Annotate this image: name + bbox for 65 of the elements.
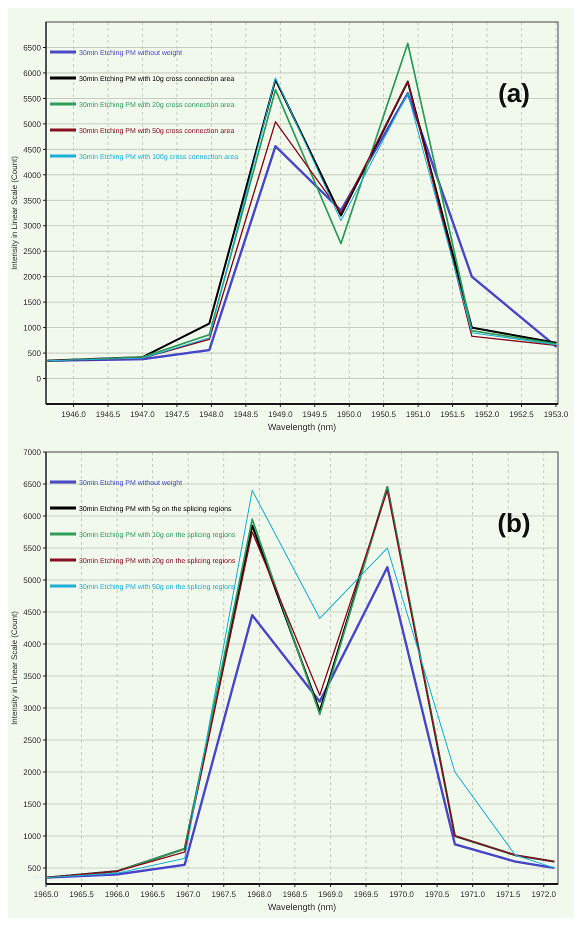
x-axis-title: Wavelength (nm)	[268, 422, 336, 432]
y-tick-label: 4000	[23, 170, 42, 180]
x-tick-label: 1965.5	[69, 890, 94, 899]
x-tick-label: 1948.5	[234, 410, 259, 419]
x-tick-label: 1969.5	[354, 890, 379, 899]
x-tick-label: 1967.5	[212, 890, 237, 899]
y-tick-label: 3000	[23, 222, 42, 231]
y-tick-label: 2500	[23, 247, 42, 256]
x-tick-label: 1967.0	[176, 890, 202, 899]
y-tick-label: 2000	[23, 768, 42, 777]
y-axis-title: Intensity in Linear Scale (Count)	[10, 156, 19, 270]
x-tick-label: 1947.5	[164, 410, 190, 419]
x-tick-label: 1971.0	[460, 890, 486, 899]
x-tick-label: 1966.5	[140, 890, 166, 899]
annotation: (b)	[497, 508, 531, 538]
x-tick-label: 1950.5	[371, 410, 396, 419]
line-series	[44, 566, 556, 879]
x-tick-label: 1970.0	[389, 890, 414, 899]
annotation: (a)	[498, 78, 530, 108]
x-tick-label: 1971.5	[496, 890, 522, 899]
x-tick-label: 1965.0	[34, 890, 59, 899]
y-tick-label: 7000	[23, 448, 42, 457]
x-tick-label: 1972.0	[532, 890, 557, 899]
y-tick-label: 1000	[23, 324, 42, 333]
x-tick-label: 1951.5	[440, 410, 466, 419]
y-tick-label: 3000	[23, 704, 42, 713]
y-tick-label: 2500	[23, 736, 42, 745]
y-tick-label: 5500	[23, 544, 42, 553]
y-tick-label: 500	[28, 864, 42, 873]
x-tick-label: 1951.0	[406, 410, 431, 419]
y-tick-label: 1500	[23, 298, 42, 308]
y-tick-label: 6000	[23, 512, 42, 521]
y-tick-label: 6000	[23, 68, 42, 78]
x-tick-label: 1952.5	[509, 410, 534, 419]
y-tick-label: 0	[36, 374, 42, 384]
y-tick-label: 5000	[23, 576, 42, 585]
y-tick-label: 1500	[23, 800, 42, 809]
y-tick-label: 5000	[23, 120, 42, 129]
x-tick-label: 1968.0	[247, 890, 272, 899]
x-tick-label: 1949.0	[268, 410, 294, 419]
x-axis-title: Wavelength (nm)	[268, 902, 336, 912]
x-tick-label: 1968.5	[282, 890, 308, 899]
x-tick-label: 1947.0	[130, 410, 156, 419]
x-tick-label: 1966.0	[104, 890, 130, 899]
x-tick-label: 1969.0	[318, 890, 344, 899]
x-tick-label: 1950.0	[336, 410, 362, 419]
y-tick-label: 4500	[23, 608, 42, 617]
x-tick-label: 1953.0	[544, 410, 569, 419]
x-tick-label: 1952.0	[474, 410, 500, 419]
y-tick-label: 500	[28, 349, 42, 358]
y-tick-label: 4500	[23, 145, 42, 154]
x-tick-label: 1948.0	[199, 410, 224, 419]
y-tick-label: 3500	[23, 196, 42, 206]
x-tick-label: 1970.5	[424, 890, 450, 899]
x-tick-label: 1946.0	[61, 410, 86, 419]
y-tick-label: 3500	[23, 672, 42, 681]
y-tick-label: 5500	[23, 94, 42, 104]
y-tick-label: 1000	[23, 832, 42, 841]
x-tick-label: 1949.5	[302, 410, 328, 419]
y-tick-label: 4000	[23, 640, 42, 649]
y-tick-label: 6500	[23, 43, 42, 52]
y-tick-label: 2000	[23, 272, 42, 282]
y-axis-title: Intensity in Linear Scale (Count)	[10, 610, 19, 725]
x-tick-label: 1946.5	[96, 410, 121, 419]
y-tick-label: 6500	[23, 480, 42, 489]
